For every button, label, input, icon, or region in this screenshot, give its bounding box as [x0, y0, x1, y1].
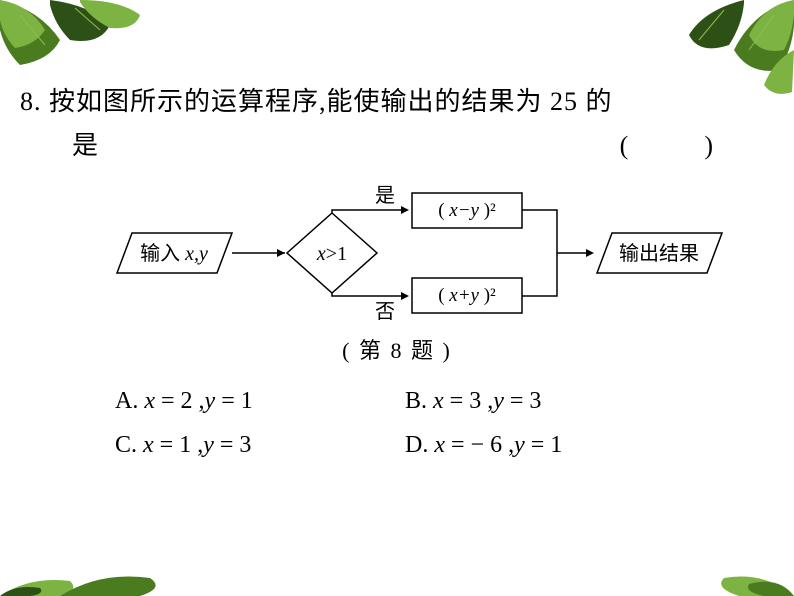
flowchart-yes-line	[332, 210, 407, 213]
option-c: C. x = 1 ,y = 3	[115, 424, 405, 467]
flowchart-yes-label: 是	[375, 185, 395, 207]
flowchart-input-label: 输入 x,y	[140, 242, 208, 265]
leaf-decoration-tl	[0, 0, 150, 75]
option-a: A. x = 2 ,y = 1	[115, 380, 405, 423]
flowchart-decision-label: x>1	[316, 243, 347, 265]
arrow-head	[586, 249, 594, 257]
flowchart-calc-bottom-label: ( x+y )²	[438, 285, 496, 306]
leaf-decoration-bl	[0, 556, 180, 596]
question-line1: 按如图所示的运算程序,能使输出的结果为 25 的	[49, 87, 613, 116]
flowchart-calc-top-label: ( x−y )²	[438, 200, 496, 221]
question-content: 8. 按如图所示的运算程序,能使输出的结果为 25 的 是 ( ) 输入 x,y…	[20, 80, 774, 467]
flowchart-merge-bottom	[522, 253, 557, 296]
leaf-decoration-br	[694, 546, 794, 596]
flowchart-no-line	[332, 293, 407, 296]
flowchart-no-label: 否	[375, 301, 395, 323]
option-b: B. x = 3 ,y = 3	[405, 380, 774, 423]
flowchart-merge-top	[522, 210, 592, 253]
arrow-head	[277, 249, 285, 257]
arrow-head	[401, 206, 409, 214]
arrow-head	[401, 292, 409, 300]
question-text: 8. 按如图所示的运算程序,能使输出的结果为 25 的	[20, 80, 774, 124]
option-d: D. x = − 6 ,y = 1	[405, 424, 774, 467]
question-line2: 是 ( )	[20, 124, 774, 168]
flowchart-output-label: 输出结果	[619, 242, 699, 265]
options-container: A. x = 2 ,y = 1 B. x = 3 ,y = 3 C. x = 1…	[20, 380, 774, 466]
question-number: 8.	[20, 87, 42, 116]
flowchart-diagram: 输入 x,y x>1 是 否 ( x−y )²	[20, 178, 774, 365]
flowchart-caption: ( 第 8 题 )	[20, 333, 774, 365]
